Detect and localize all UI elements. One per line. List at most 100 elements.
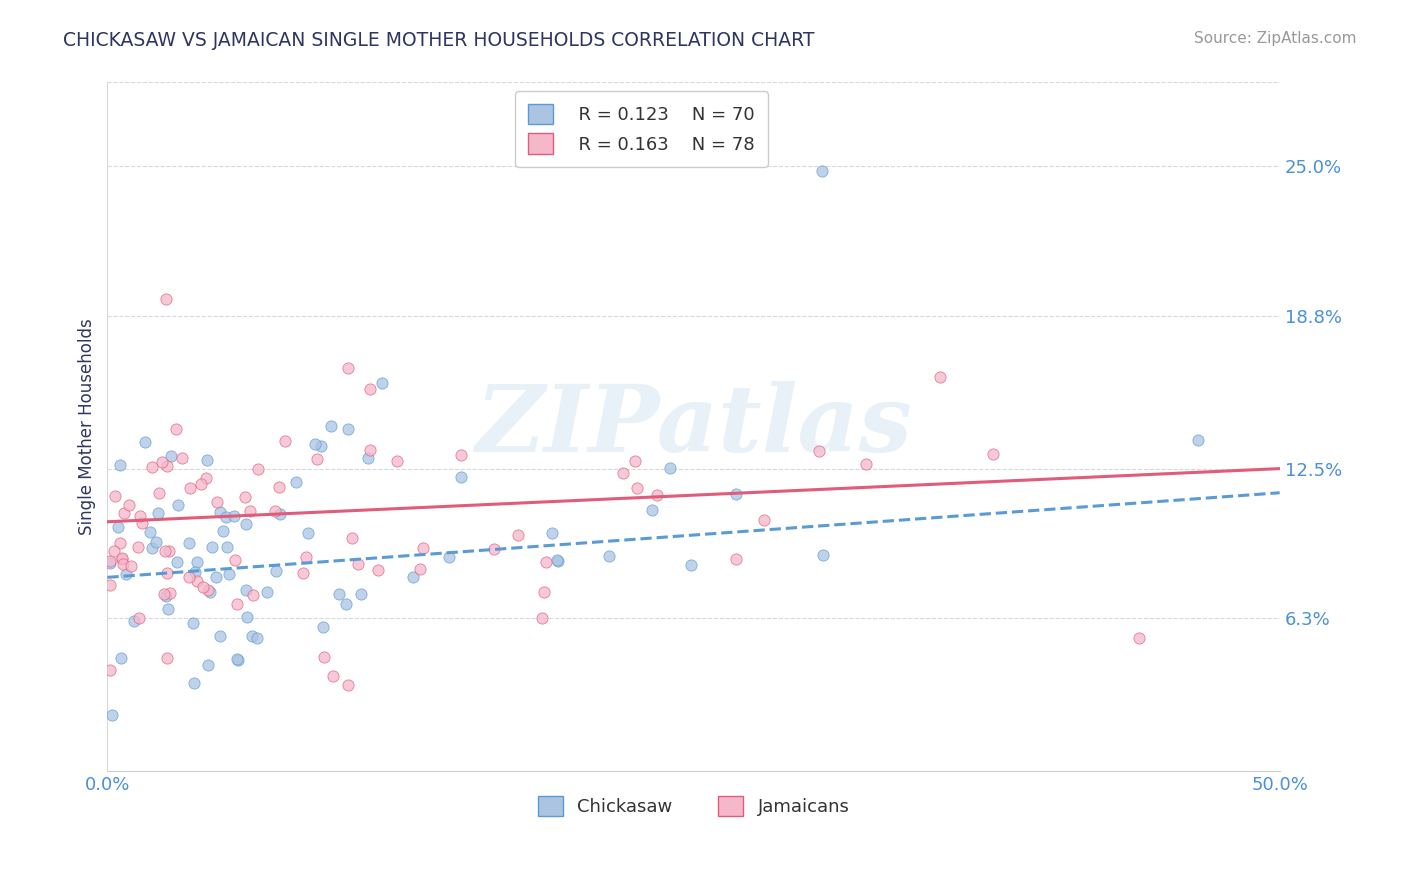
Point <box>274 434 297 448</box>
Y-axis label: Single Mother Households: Single Mother Households <box>79 318 96 534</box>
Point <box>108 536 131 550</box>
Point <box>160 450 183 464</box>
Point <box>146 506 169 520</box>
Point <box>294 549 316 564</box>
Point <box>108 458 131 473</box>
Point <box>190 477 212 491</box>
Point <box>450 448 472 462</box>
Point <box>506 528 529 542</box>
Point <box>101 707 124 722</box>
Point <box>104 489 127 503</box>
Point <box>217 540 239 554</box>
Point <box>120 559 142 574</box>
Point <box>1187 433 1209 447</box>
Point <box>226 652 249 666</box>
Point <box>98 553 121 567</box>
Point <box>304 437 326 451</box>
Point <box>195 452 218 467</box>
Point <box>215 510 238 524</box>
Point <box>211 524 233 539</box>
Point <box>350 587 373 601</box>
Point <box>98 663 121 677</box>
Point <box>235 516 257 531</box>
Point <box>222 508 245 523</box>
Point <box>226 653 249 667</box>
Point <box>264 504 287 518</box>
Point <box>186 574 208 588</box>
Point <box>112 506 135 520</box>
Point <box>201 540 224 554</box>
Point <box>200 585 222 599</box>
Point <box>110 650 132 665</box>
Point <box>640 503 662 517</box>
Point <box>612 466 634 480</box>
Point <box>111 551 134 566</box>
Point <box>340 531 363 545</box>
Point <box>197 658 219 673</box>
Point <box>235 583 257 598</box>
Point <box>205 495 228 509</box>
Point <box>131 516 153 531</box>
Point <box>122 614 145 628</box>
Point <box>209 505 232 519</box>
Point <box>437 549 460 564</box>
Point <box>309 439 332 453</box>
Point <box>184 565 207 579</box>
Point <box>724 487 747 501</box>
Point <box>402 570 425 584</box>
Point <box>218 567 240 582</box>
Point <box>546 553 568 567</box>
Point <box>623 454 645 468</box>
Text: Source: ZipAtlas.com: Source: ZipAtlas.com <box>1194 31 1357 46</box>
Point <box>145 534 167 549</box>
Point <box>626 481 648 495</box>
Point <box>367 563 389 577</box>
Point <box>312 620 335 634</box>
Point <box>533 585 555 599</box>
Point <box>981 447 1004 461</box>
Text: ZIPatlas: ZIPatlas <box>475 381 912 471</box>
Point <box>264 564 287 578</box>
Point <box>114 567 136 582</box>
Point <box>409 562 432 576</box>
Point <box>297 525 319 540</box>
Point <box>450 470 472 484</box>
Point <box>242 588 264 602</box>
Point <box>155 590 177 604</box>
Point <box>754 513 776 527</box>
Point <box>167 498 190 512</box>
Point <box>156 650 179 665</box>
Point <box>645 488 668 502</box>
Point <box>141 541 163 556</box>
Point <box>129 509 152 524</box>
Point <box>166 555 188 569</box>
Point <box>224 552 246 566</box>
Point <box>336 360 359 375</box>
Point <box>134 434 156 449</box>
Point <box>107 520 129 534</box>
Point <box>181 616 204 631</box>
Point <box>236 610 259 624</box>
Point <box>155 293 177 307</box>
Point <box>183 675 205 690</box>
Point <box>179 482 201 496</box>
Point <box>540 526 562 541</box>
Point <box>153 587 176 601</box>
Point <box>98 577 121 591</box>
Point <box>172 451 194 466</box>
Point <box>110 552 132 566</box>
Point <box>156 458 179 473</box>
Point <box>148 485 170 500</box>
Point <box>928 369 950 384</box>
Point <box>679 558 702 573</box>
Point <box>197 582 219 597</box>
Point <box>177 535 200 549</box>
Point <box>269 508 291 522</box>
Point <box>150 454 173 468</box>
Point <box>598 549 620 563</box>
Point <box>177 570 200 584</box>
Point <box>855 457 877 471</box>
Point <box>530 611 553 625</box>
Point <box>256 585 278 599</box>
Point <box>239 504 262 518</box>
